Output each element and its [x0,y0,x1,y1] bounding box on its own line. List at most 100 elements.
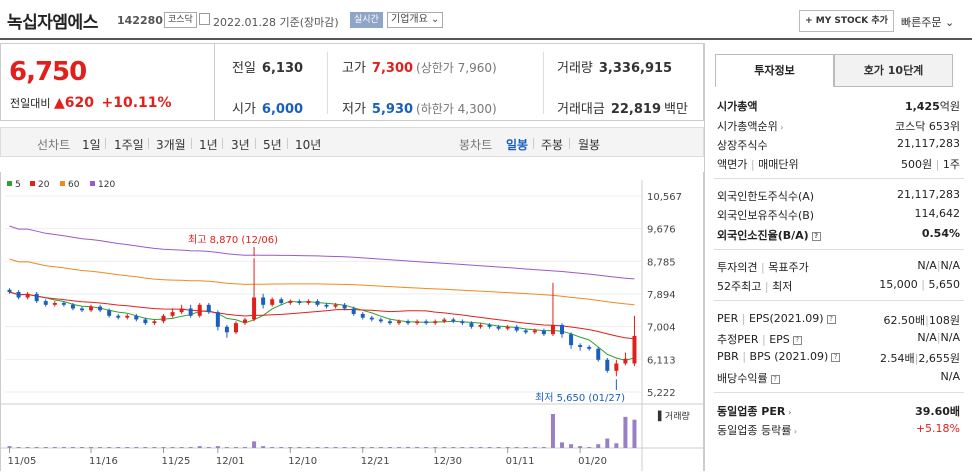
volume-bar [252,441,257,448]
candle-body [469,323,474,327]
volume-bar [605,438,610,448]
volume-bar [442,447,447,448]
legend-label: 60 [68,180,80,190]
candle-body [451,319,456,322]
lower-limit: (하한가 4,300) [416,102,497,116]
candle-body [107,310,112,316]
volume-bar [487,447,492,448]
volume-bar [79,447,84,448]
tab-5y[interactable]: 5년 [263,138,282,152]
div-label: 배당수익률 [717,372,768,385]
w52-high-value: 15,000 [879,278,918,291]
volume-bar [469,447,474,448]
volume-bar [70,447,75,448]
ind-per-label: 동일업종 PER [717,405,786,418]
tab-daily[interactable]: 일봉 [506,138,529,152]
candle-body [342,304,347,309]
company-info-dropdown[interactable]: 기업개요 ⌄ [387,12,444,28]
help-icon[interactable]: ? [792,335,802,345]
candle-body [25,293,30,298]
value: 21,117,283 [897,188,960,201]
volume-bar [297,447,302,448]
candle-body [415,321,420,324]
base-date: 2022.01.28 기준(장마감) [213,16,339,29]
pbr-value: 2.54배 [880,352,915,365]
tab-invest-info[interactable]: 투자정보 [715,54,834,87]
tab-1d[interactable]: 1일 [82,138,101,152]
x-tick-label: 12/01 [216,456,245,467]
candlestick-chart[interactable]: 5 20 60 120 10,567 9,676 8,785 7,894 7,004 6,113 5… [0,172,704,471]
price-summary: 전일 6,130 고가 7,300 (상한가 7,960) 거래량 3,336,915 … [214,43,704,121]
opinion-value: N/A [917,259,937,272]
high-label: 고가 [342,61,366,76]
candle-body [596,348,601,360]
volume-bar [179,447,184,448]
candle-body [523,330,528,333]
help-icon[interactable]: ? [770,374,780,384]
amount-value: 22,819 [610,102,662,117]
eps-label: EPS(2021.09) [748,312,824,325]
candle-body [333,304,338,307]
volume-bar [233,447,238,448]
help-icon[interactable]: ? [826,314,836,324]
amount-label: 거래대금 [557,102,605,117]
candle-body [460,321,465,324]
chart-period-tabs: 선차트 1일 1주일 3개월 1년 3년 5년 10년 봉차트 일봉 주봉 월봉 [0,127,704,157]
high-value: 7,300 [371,61,414,76]
volume-bar [342,447,347,448]
tab-monthly[interactable]: 월봉 [578,138,601,152]
candle-body [252,297,257,320]
quick-order-label: 빠른주문 [901,16,942,29]
candle-body [378,319,383,322]
pbr-label: PBR [717,350,739,363]
candle-body [215,312,220,327]
candle-body [632,335,637,364]
eps-value: 108원 [928,314,960,327]
realtime-button[interactable]: 실시간 [350,12,383,28]
candle-chart-label: 봉차트 [459,138,493,152]
volume-bar [424,447,429,448]
volume-bar [333,447,338,448]
volume-bar [560,442,565,448]
chevron-right-icon: › [791,427,798,436]
volume-bar [125,447,130,448]
label: 외국인보유주식수(B) [717,209,815,222]
help-icon[interactable]: ? [831,352,841,362]
chevron-down-icon: ⌄ [431,14,440,25]
tab-10y[interactable]: 10년 [295,138,322,152]
candle-body [16,291,21,298]
volume-label: 거래량 [557,61,593,76]
x-tick-label: 12/30 [433,456,462,467]
volume-bar [261,446,266,448]
price-box: 6,750 전일대비 ▲620 +10.11% [0,43,214,121]
add-mystock-button[interactable]: + MY STOCK 추가 [799,10,894,32]
tab-3y[interactable]: 3년 [231,138,250,152]
bps-label: BPS (2021.09) [749,350,829,363]
tab-orderbook[interactable]: 호가 10단계 [834,54,953,87]
tab-weekly[interactable]: 주봉 [541,138,564,152]
y-tick-label: 5,222 [647,388,676,399]
price-change: 전일대비 ▲620 +10.11% [10,95,172,111]
volume-bar [369,447,374,448]
candle-body [587,346,592,349]
volume-bar [243,447,248,448]
target-label: 목표주가 [768,261,809,274]
prev-close: 전일 6,130 [232,57,303,76]
candle-body [306,301,311,303]
volume-bar [505,447,510,448]
up-arrow-icon: ▲ [53,95,65,111]
help-icon[interactable]: ? [811,231,821,241]
ma-line-120 [9,225,635,280]
volume-bar [7,446,12,448]
volume-bar [306,447,311,448]
chevron-down-icon: ⌄ [944,16,955,29]
quick-order-button[interactable]: 빠른주문 ⌄ [901,14,954,30]
open-label: 시가 [232,102,256,117]
tab-3m[interactable]: 3개월 [156,138,186,152]
candle-body [324,304,329,307]
candle-body [315,301,320,305]
tab-1y[interactable]: 1년 [199,138,218,152]
foreign-ratio-label: 외국인소진율(B/A) [717,229,809,242]
est-eps-value: N/A [940,331,960,344]
tab-1w[interactable]: 1주일 [114,138,144,152]
